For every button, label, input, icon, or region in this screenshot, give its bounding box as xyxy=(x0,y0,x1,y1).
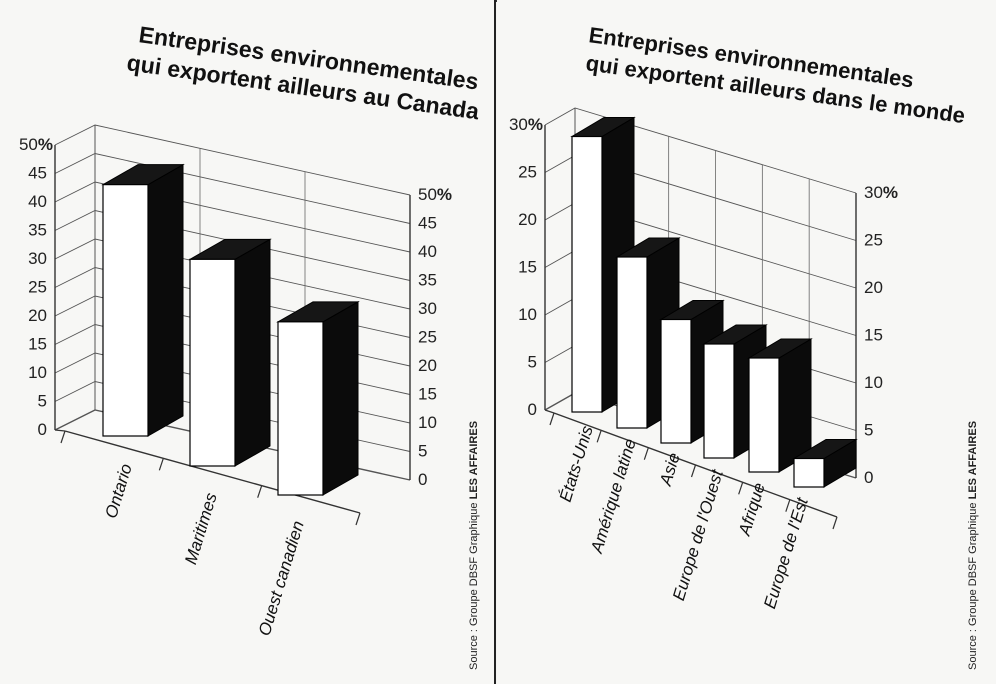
y-tick-label-left: 0 xyxy=(528,400,537,419)
y-tick-label-right: 5 xyxy=(864,421,873,440)
y-tick-label-left: 30 xyxy=(28,249,47,268)
category-tick xyxy=(257,485,263,498)
source-credit: Source : Groupe DBSF Graphique LES AFFAI… xyxy=(468,421,480,670)
y-tick-label-left: 30% xyxy=(509,115,543,134)
y-tick-label-right: 0 xyxy=(418,470,427,489)
right-chart-panel: Entreprises environnementales qui exporte… xyxy=(497,0,996,684)
bar-front xyxy=(660,318,692,444)
y-tick-label-left: 45 xyxy=(28,164,47,183)
category-tick xyxy=(596,430,602,443)
floor-left-edge xyxy=(544,409,555,414)
bar-front xyxy=(571,135,603,413)
bar-front xyxy=(616,256,648,429)
y-tick-label-right: 20 xyxy=(418,356,437,375)
y-tick-label-left: 5 xyxy=(38,392,47,411)
bar-front xyxy=(189,258,236,467)
y-tick-label-left: 40 xyxy=(28,192,47,211)
y-tick-label-right: 40 xyxy=(418,242,437,261)
y-tick-label-right: 25 xyxy=(418,328,437,347)
bar-front xyxy=(748,357,780,473)
y-tick-label-right: 45 xyxy=(418,214,437,233)
category-tick xyxy=(785,499,791,512)
y-tick-label-left: 35 xyxy=(28,221,47,240)
bar-front xyxy=(102,184,149,437)
y-tick-label-left: 5 xyxy=(528,353,537,372)
category-label: Ontario xyxy=(101,462,135,521)
y-tick-label-right: 15 xyxy=(864,326,883,345)
y-tick-label-left: 15 xyxy=(518,258,537,277)
category-tick xyxy=(643,447,649,460)
y-tick-label-right: 35 xyxy=(418,271,437,290)
floor-left-edge xyxy=(54,429,66,432)
bar-side xyxy=(234,238,271,467)
category-label: Europe de l'Est xyxy=(760,494,812,611)
category-label: Amérique latine xyxy=(587,437,640,556)
bar-front xyxy=(793,457,825,488)
y-tick-label-right: 15 xyxy=(418,385,437,404)
y-tick-label-left: 50% xyxy=(19,135,53,154)
category-tick xyxy=(690,464,697,478)
category-tick xyxy=(60,430,66,444)
category-label: Maritimes xyxy=(181,490,221,566)
y-tick-label-right: 50% xyxy=(418,185,452,204)
y-tick-label-right: 5 xyxy=(418,442,427,461)
category-tick xyxy=(549,412,555,426)
y-tick-label-right: 25 xyxy=(864,231,883,250)
category-label: États-Unis xyxy=(556,423,597,504)
y-tick-label-right: 10 xyxy=(418,413,437,432)
source-credit: Source : Groupe DBSF Graphique LES AFFAI… xyxy=(967,421,979,670)
bar-side xyxy=(322,300,359,496)
y-tick-label-right: 10 xyxy=(864,373,883,392)
category-label: Asie xyxy=(656,451,684,489)
y-tick-label-right: 20 xyxy=(864,278,883,297)
y-tick-label-right: 0 xyxy=(864,468,873,487)
y-tick-label-left: 0 xyxy=(38,420,47,439)
y-tick-label-left: 20 xyxy=(28,306,47,325)
bar-side xyxy=(147,163,184,437)
y-tick-label-right: 30 xyxy=(418,299,437,318)
floor-front-edge xyxy=(64,430,361,514)
bar-front xyxy=(703,343,735,459)
bar-front xyxy=(277,321,324,496)
y-tick-label-left: 25 xyxy=(28,278,47,297)
category-tick xyxy=(355,512,361,526)
y-tick-label-left: 15 xyxy=(28,335,47,354)
y-tick-label-left: 10 xyxy=(518,305,537,324)
category-tick xyxy=(832,516,838,530)
y-tick-label-left: 10 xyxy=(28,363,47,382)
y-tick-label-left: 20 xyxy=(518,210,537,229)
y-tick-label-left: 25 xyxy=(518,163,537,182)
y-tick-label-right: 30% xyxy=(864,183,898,202)
left-chart-panel: Entreprises environnementales qui exporte… xyxy=(0,0,495,684)
category-tick xyxy=(738,482,744,495)
category-label: Ouest canadien xyxy=(255,519,308,638)
category-label: Europe de l'Ouest xyxy=(669,466,727,602)
category-tick xyxy=(158,458,164,471)
panel-divider xyxy=(494,0,496,684)
